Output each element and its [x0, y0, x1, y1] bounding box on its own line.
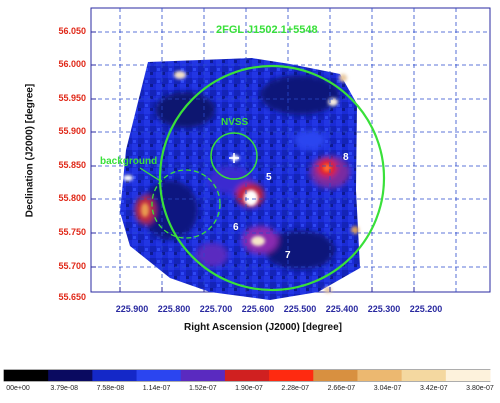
colorbar-tick-label: 1.90e-07	[235, 385, 263, 392]
x-tick-label: 225.500	[283, 304, 317, 314]
y-tick-label: 55.900	[58, 126, 86, 136]
colorbar-swatch	[269, 370, 314, 381]
x-tick-label: 225.700	[199, 304, 233, 314]
source-8-label: 8	[343, 152, 349, 163]
y-axis-title: Declination (J2000) [degree]	[24, 83, 36, 218]
background-label: background	[100, 156, 158, 167]
y-tick-label: 55.850	[58, 160, 86, 170]
y-tick-label: 55.800	[58, 193, 86, 203]
colorbar-swatch	[180, 370, 226, 381]
colorbar-tick-label: 3.04e-07	[373, 385, 402, 392]
colorbar-swatch	[445, 370, 491, 381]
y-tick-label: 55.650	[58, 292, 86, 302]
x-tick-label: 225.900	[115, 304, 149, 314]
colorbar-swatch	[313, 370, 358, 381]
x-axis-title: Right Ascension (J2000) [degree]	[184, 322, 343, 333]
colorbar-swatch	[92, 370, 138, 381]
x-tick-label: 225.600	[241, 304, 275, 314]
y-tick-label: 55.750	[58, 227, 86, 237]
colorbar-tick-label: 3.80e-07	[466, 385, 494, 392]
colorbar-tick-label: 2.28e-07	[281, 385, 310, 392]
colorbar-swatch	[136, 370, 182, 381]
colorbar-swatch	[48, 370, 93, 381]
colorbar-swatch	[357, 370, 403, 381]
colorbar-tick-label: 3.42e-07	[419, 385, 448, 392]
background-region	[151, 169, 221, 239]
x-tick-label: 225.300	[367, 304, 401, 314]
source-5-label: 5	[266, 172, 272, 183]
colorbar-tick-label: 00e+00	[6, 385, 30, 392]
colorbar-tick-label: 1.14e-07	[142, 385, 171, 392]
colorbar-swatch	[4, 370, 49, 381]
coordinate-grid	[91, 8, 490, 292]
colorbar-tick-label: 3.79e-08	[50, 385, 79, 392]
colorbar-swatch	[224, 370, 270, 381]
fermi-error-circle	[158, 64, 386, 292]
source-7-label: 7	[285, 250, 291, 261]
colorbar-tick-label: 7.58e-08	[96, 385, 125, 392]
target-label: 2FGL J1502.1+5548	[216, 24, 318, 36]
x-tick-label: 225.400	[325, 304, 359, 314]
colorbar-swatch	[401, 370, 447, 381]
x-tick-label: 225.800	[157, 304, 191, 314]
y-tick-label: 56.000	[58, 59, 86, 69]
nvss-circle	[210, 132, 258, 180]
source-6-label: 6	[233, 222, 239, 233]
y-tick-label: 56.050	[58, 26, 86, 36]
background-pointer	[139, 167, 163, 183]
nvss-position-marker	[229, 153, 239, 163]
colorbar-tick-label: 1.52e-07	[188, 385, 217, 392]
x-tick-label: 225.200	[409, 304, 443, 314]
colorbar-tick-label: 2.66e-07	[327, 385, 356, 392]
nvss-label: NVSS	[221, 117, 249, 128]
y-tick-label: 55.950	[58, 93, 86, 103]
colorbar	[3, 369, 491, 382]
y-tick-label: 55.700	[58, 261, 86, 271]
